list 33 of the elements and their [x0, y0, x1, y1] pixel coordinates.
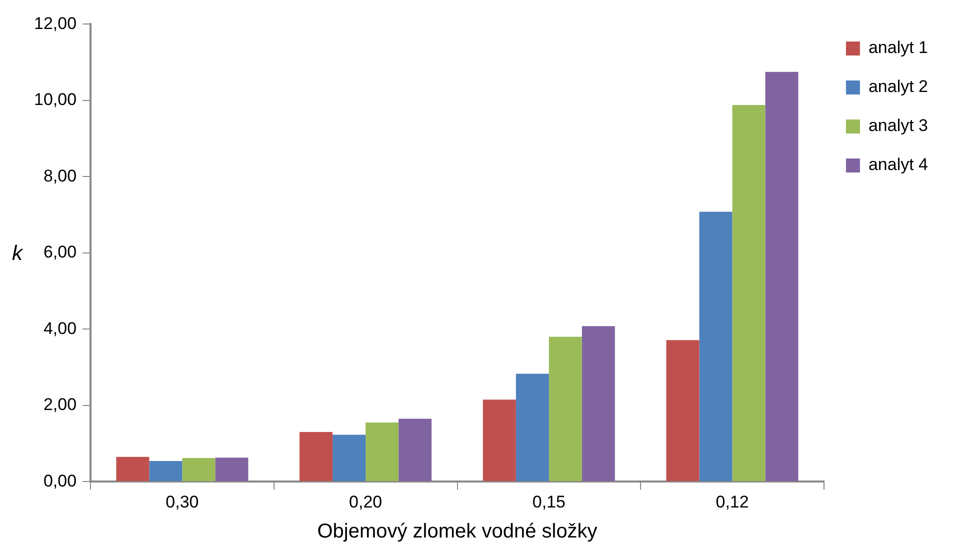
bar	[582, 326, 615, 482]
bar	[765, 72, 798, 482]
y-tick-label: 10,00	[34, 90, 77, 110]
legend-label: analyt 3	[868, 116, 928, 136]
y-tick-label: 8,00	[43, 166, 77, 186]
legend-label: analyt 2	[868, 77, 928, 96]
y-tick-label: 12,00	[34, 14, 77, 33]
x-tick-label: 0,30	[166, 492, 199, 512]
bar	[548, 336, 582, 482]
x-axis-title: Objemový zlomek vodné složky	[317, 520, 598, 543]
y-tick-label: 0,00	[43, 471, 77, 490]
bar	[215, 458, 248, 482]
bar	[699, 212, 732, 482]
y-axis-title: k	[12, 242, 22, 266]
bar	[182, 458, 216, 482]
bar	[116, 456, 150, 482]
x-tick-label: 0,15	[532, 492, 566, 512]
bar	[482, 400, 516, 482]
legend-label: analyt 4	[868, 155, 928, 174]
bar	[149, 461, 182, 482]
bar	[516, 374, 549, 482]
x-tick-label: 0,20	[349, 492, 382, 512]
y-tick-label: 4,00	[43, 318, 77, 338]
bar	[300, 432, 333, 482]
y-tick-label: 2,00	[43, 395, 77, 414]
legend-label: analyt 1	[868, 38, 928, 58]
bar	[398, 418, 432, 482]
y-tick-label: 6,00	[43, 242, 77, 262]
bar	[366, 422, 399, 482]
bar	[332, 434, 366, 482]
bar	[732, 105, 766, 482]
bar	[666, 340, 700, 482]
x-tick-label: 0,12	[716, 492, 749, 512]
